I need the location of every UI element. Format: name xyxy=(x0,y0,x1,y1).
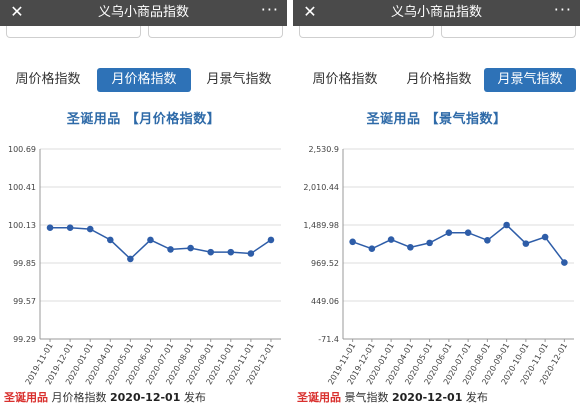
footer-index-name: 景气指数 xyxy=(344,391,389,404)
footer-date: 2020-12-01 xyxy=(392,391,463,404)
tab-weekly-price[interactable]: 周价格指数 xyxy=(312,72,378,87)
y-tick-label: -71.4 xyxy=(318,335,339,344)
data-point[interactable] xyxy=(127,255,134,263)
footer-category: 圣诞用品 xyxy=(297,391,341,404)
data-point[interactable] xyxy=(561,259,568,266)
tab-monthly-price[interactable]: 月价格指数 xyxy=(97,68,191,92)
y-tick-label: 1,489.98 xyxy=(303,221,339,230)
y-tick-label: 99.85 xyxy=(13,259,36,268)
data-point[interactable] xyxy=(522,240,530,247)
left-panel: ✕ 义乌小商品指数 ··· 周价格指数 月价格指数 月景气指数 圣诞用品 【月价… xyxy=(0,0,287,412)
more-icon[interactable]: ··· xyxy=(553,0,572,19)
y-tick-label: 100.69 xyxy=(8,145,36,154)
window-topbar: ✕ 义乌小商品指数 ··· xyxy=(293,0,580,26)
category-select[interactable] xyxy=(6,26,141,38)
price-index-chart: 100.69100.41100.1399.8599.5799.292019-11… xyxy=(8,145,281,385)
close-icon[interactable]: ✕ xyxy=(303,2,317,21)
data-point[interactable] xyxy=(484,237,491,244)
window-title: 义乌小商品指数 xyxy=(390,5,482,20)
data-point[interactable] xyxy=(66,224,74,232)
footer-action: 发布 xyxy=(183,391,206,404)
footer-category: 圣诞用品 xyxy=(4,391,48,404)
data-point[interactable] xyxy=(207,248,215,256)
tab-monthly-price[interactable]: 月价格指数 xyxy=(406,72,472,87)
y-tick-label: 969.52 xyxy=(311,259,339,268)
panel-divider xyxy=(287,0,293,412)
data-point[interactable] xyxy=(187,244,194,252)
right-panel: ✕ 义乌小商品指数 ··· 周价格指数 月价格指数 月景气指数 圣诞用品 【景气… xyxy=(293,0,580,412)
window-topbar: ✕ 义乌小商品指数 ··· xyxy=(0,0,287,26)
date-select[interactable] xyxy=(441,26,576,38)
data-point[interactable] xyxy=(86,225,94,233)
data-point[interactable] xyxy=(541,233,549,241)
data-point[interactable] xyxy=(445,229,453,236)
prosperity-index-chart: 2,530.9 2,010.44 1,489.98 969.52 449.06 -71.4… xyxy=(303,145,574,385)
tab-weekly-price[interactable]: 周价格指数 xyxy=(15,72,81,87)
chart-title: 圣诞用品 【景气指数】 xyxy=(366,112,507,127)
data-point[interactable] xyxy=(167,246,174,253)
data-point[interactable] xyxy=(267,236,275,244)
footer-note: 圣诞用品 景气指数 2020-12-01 发布 xyxy=(297,389,488,405)
footer-index-name: 月价格指数 xyxy=(51,391,107,404)
footer-date: 2020-12-01 xyxy=(110,391,181,404)
tab-monthly-prosperity[interactable]: 月景气指数 xyxy=(206,72,272,87)
index-tabs: 周价格指数 月价格指数 月景气指数 xyxy=(293,68,580,94)
data-point[interactable] xyxy=(106,236,114,244)
data-point[interactable] xyxy=(349,238,356,246)
data-point[interactable] xyxy=(387,236,395,243)
y-tick-label: 449.06 xyxy=(311,297,339,306)
data-point[interactable] xyxy=(46,224,54,232)
data-point[interactable] xyxy=(407,243,414,251)
chart-title: 圣诞用品 【月价格指数】 xyxy=(66,112,221,127)
series-line xyxy=(352,224,565,264)
data-point[interactable] xyxy=(247,250,255,257)
series-line xyxy=(50,226,272,260)
y-tick-label: 2,010.44 xyxy=(303,183,339,192)
data-point[interactable] xyxy=(147,236,154,244)
index-tabs: 周价格指数 月价格指数 月景气指数 xyxy=(0,68,287,94)
y-tick-label: 2,530.9 xyxy=(308,145,339,154)
date-select[interactable] xyxy=(148,26,283,38)
data-point[interactable] xyxy=(368,245,376,253)
more-icon[interactable]: ··· xyxy=(260,0,279,19)
y-tick-label: 99.57 xyxy=(13,297,36,306)
tab-monthly-prosperity[interactable]: 月景气指数 xyxy=(484,68,576,92)
data-point[interactable] xyxy=(227,248,235,256)
y-tick-label: 100.41 xyxy=(8,183,36,192)
data-point[interactable] xyxy=(503,221,510,229)
data-point[interactable] xyxy=(464,229,472,236)
footer-action: 发布 xyxy=(465,391,488,404)
category-select[interactable] xyxy=(299,26,434,38)
window-title: 义乌小商品指数 xyxy=(97,5,189,20)
data-point[interactable] xyxy=(426,239,433,247)
y-tick-label: 99.29 xyxy=(13,335,36,344)
close-icon[interactable]: ✕ xyxy=(10,2,24,21)
y-tick-label: 100.13 xyxy=(8,221,36,230)
footer-note: 圣诞用品 月价格指数 2020-12-01 发布 xyxy=(4,389,206,405)
